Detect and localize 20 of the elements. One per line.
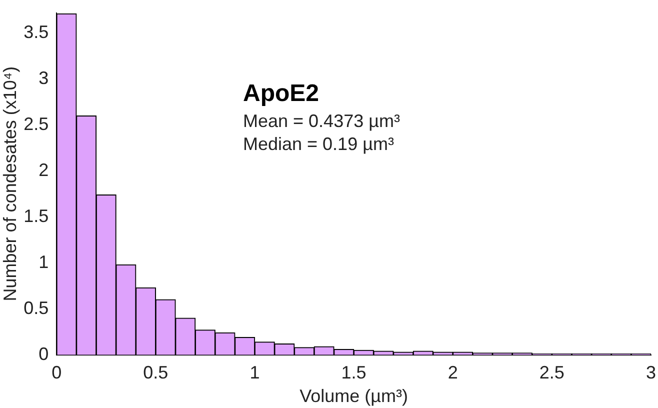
annotation: ApoE2	[243, 79, 320, 109]
x-tick-label: 0.5	[143, 362, 168, 383]
x-tick-label: 2.5	[539, 362, 564, 383]
y-tick-label: 0	[38, 344, 49, 364]
y-tick-label: 2	[38, 160, 49, 180]
y-tick-label: 2.5	[24, 114, 49, 134]
y-tick-label: 1	[38, 252, 49, 272]
y-tick-label: 0.5	[24, 298, 49, 318]
x-axis-title: Volume (µm³)	[300, 386, 408, 406]
annotation: Mean = 0.4373 µm³	[243, 110, 400, 133]
y-tick-label: 3.5	[24, 22, 49, 42]
y-axis-title: Number of condesates (x10⁴)	[0, 66, 20, 302]
x-tick-label: 2	[448, 362, 458, 383]
x-tick-label: 1	[250, 362, 260, 383]
y-tick-label: 1.5	[24, 206, 49, 226]
y-tick-label: 3	[38, 68, 49, 88]
x-tick-label: 0	[52, 362, 62, 383]
x-tick-label: 1.5	[341, 362, 366, 383]
x-tick-label: 3	[646, 362, 656, 383]
annotation: Median = 0.19 µm³	[243, 133, 395, 156]
